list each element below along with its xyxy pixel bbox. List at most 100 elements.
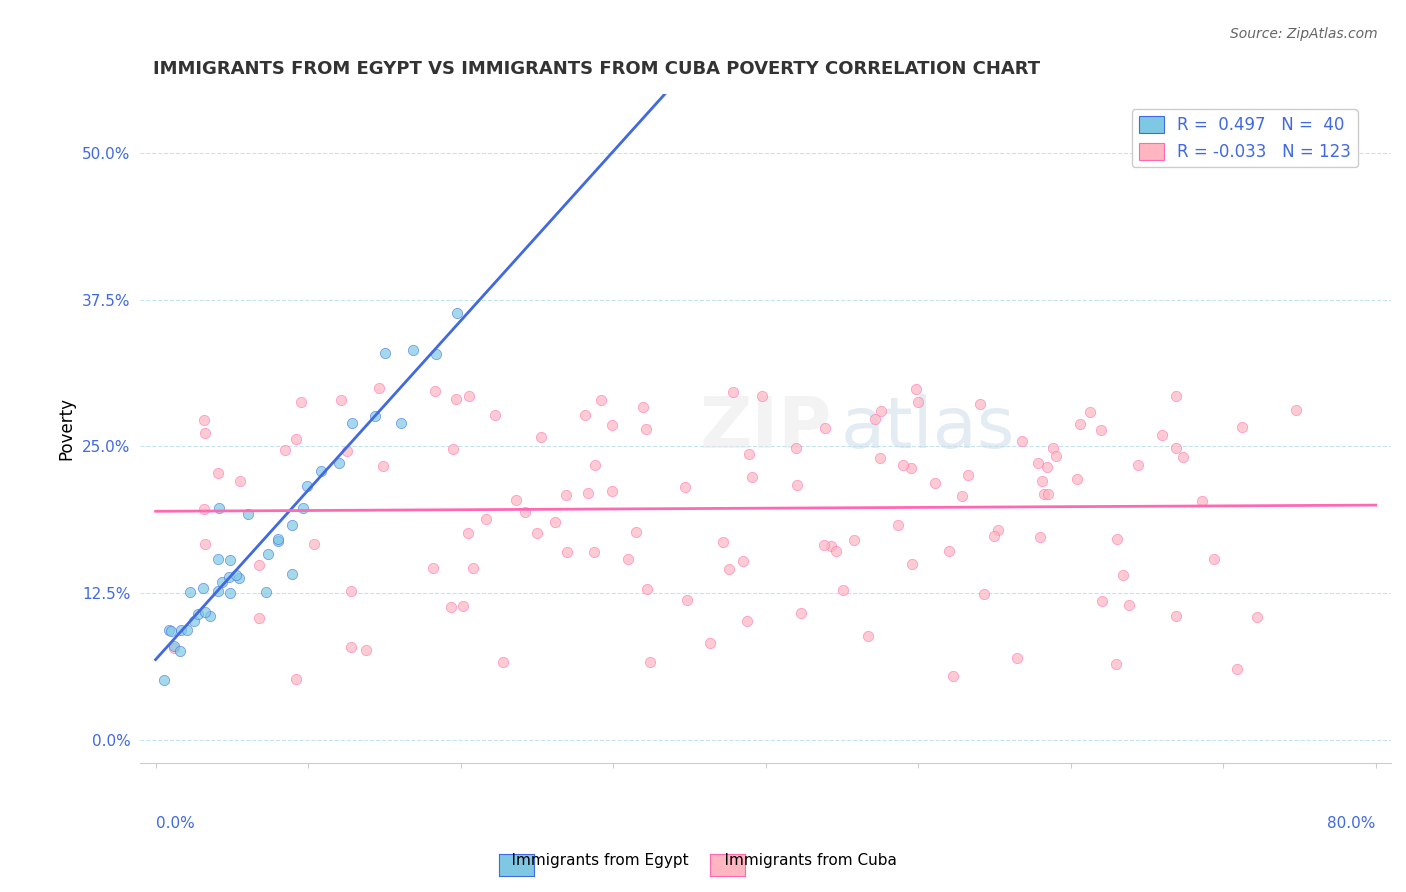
Point bbox=[340, 584, 363, 599]
Point bbox=[422, 560, 444, 574]
Point bbox=[193, 501, 215, 516]
Point bbox=[1028, 456, 1050, 470]
Point bbox=[907, 395, 929, 409]
Point bbox=[163, 640, 186, 655]
Point bbox=[583, 458, 606, 472]
Point bbox=[1045, 449, 1067, 463]
Point bbox=[900, 461, 922, 475]
Point bbox=[737, 447, 759, 461]
Point bbox=[924, 475, 946, 490]
Point bbox=[179, 584, 201, 599]
Point bbox=[905, 382, 928, 396]
Point bbox=[813, 538, 835, 552]
Point bbox=[554, 488, 576, 502]
Text: 80.0%: 80.0% bbox=[1327, 816, 1375, 831]
Point bbox=[790, 607, 813, 621]
Point bbox=[292, 500, 315, 515]
Point bbox=[152, 673, 174, 687]
Point bbox=[956, 467, 979, 482]
Point bbox=[211, 575, 233, 590]
Point bbox=[515, 505, 537, 519]
Point bbox=[887, 517, 910, 532]
Point bbox=[983, 529, 1005, 543]
Point bbox=[1112, 568, 1135, 582]
Point bbox=[328, 456, 350, 470]
Point bbox=[373, 458, 395, 473]
Point bbox=[786, 478, 808, 492]
Text: Source: ZipAtlas.com: Source: ZipAtlas.com bbox=[1230, 27, 1378, 41]
Point bbox=[676, 593, 699, 607]
Point bbox=[340, 416, 363, 430]
Point bbox=[600, 418, 623, 433]
Point bbox=[1036, 486, 1059, 500]
Point bbox=[856, 629, 879, 643]
Point bbox=[634, 422, 657, 436]
Text: atlas: atlas bbox=[841, 394, 1015, 463]
Point bbox=[1164, 609, 1187, 624]
Point bbox=[254, 584, 277, 599]
Point bbox=[616, 551, 638, 566]
Point bbox=[530, 430, 553, 444]
Point bbox=[869, 451, 891, 466]
Point bbox=[1031, 474, 1053, 488]
Point bbox=[492, 656, 515, 670]
Point bbox=[1090, 423, 1112, 437]
Point bbox=[942, 669, 965, 683]
Point bbox=[302, 537, 325, 551]
Point bbox=[356, 643, 378, 657]
Point bbox=[266, 533, 288, 548]
Point bbox=[157, 624, 180, 638]
Point bbox=[207, 583, 229, 598]
Point bbox=[969, 397, 991, 411]
Point bbox=[721, 385, 744, 400]
Point bbox=[309, 464, 332, 478]
Point bbox=[280, 566, 302, 581]
Point bbox=[218, 570, 240, 584]
Point bbox=[1078, 405, 1101, 419]
Point bbox=[267, 532, 290, 546]
Point bbox=[402, 343, 425, 357]
Point bbox=[186, 607, 208, 621]
Point bbox=[1191, 494, 1213, 508]
Point bbox=[391, 416, 413, 430]
Point bbox=[461, 561, 484, 575]
Point bbox=[290, 395, 312, 409]
Point bbox=[938, 543, 960, 558]
Point bbox=[555, 545, 578, 559]
Point bbox=[364, 409, 387, 423]
Point bbox=[973, 587, 995, 601]
Point bbox=[284, 672, 307, 686]
Point bbox=[987, 523, 1010, 537]
Point bbox=[1166, 389, 1188, 403]
Point bbox=[446, 392, 468, 406]
Point bbox=[1069, 417, 1091, 431]
Point bbox=[374, 346, 396, 360]
Point bbox=[225, 568, 247, 582]
Point bbox=[505, 492, 527, 507]
Point bbox=[295, 479, 318, 493]
Point bbox=[751, 389, 773, 403]
Point bbox=[1150, 428, 1173, 442]
Point bbox=[1011, 434, 1033, 448]
Point bbox=[423, 384, 446, 398]
Point bbox=[193, 605, 215, 619]
Point bbox=[1246, 610, 1268, 624]
Point bbox=[160, 624, 183, 638]
Point bbox=[446, 305, 468, 319]
Point bbox=[741, 470, 763, 484]
Point bbox=[247, 611, 270, 625]
Point bbox=[869, 403, 891, 417]
Point bbox=[1042, 442, 1064, 456]
Point bbox=[280, 518, 302, 533]
Point bbox=[633, 401, 655, 415]
Point bbox=[169, 644, 191, 658]
Text: Immigrants from Egypt: Immigrants from Egypt bbox=[492, 854, 689, 868]
Point bbox=[842, 533, 865, 548]
Point bbox=[176, 624, 198, 638]
Point bbox=[1284, 402, 1306, 417]
Point bbox=[1090, 594, 1112, 608]
Point bbox=[1164, 441, 1187, 455]
Point bbox=[1036, 459, 1059, 474]
Point bbox=[198, 608, 221, 623]
Point bbox=[194, 426, 217, 441]
